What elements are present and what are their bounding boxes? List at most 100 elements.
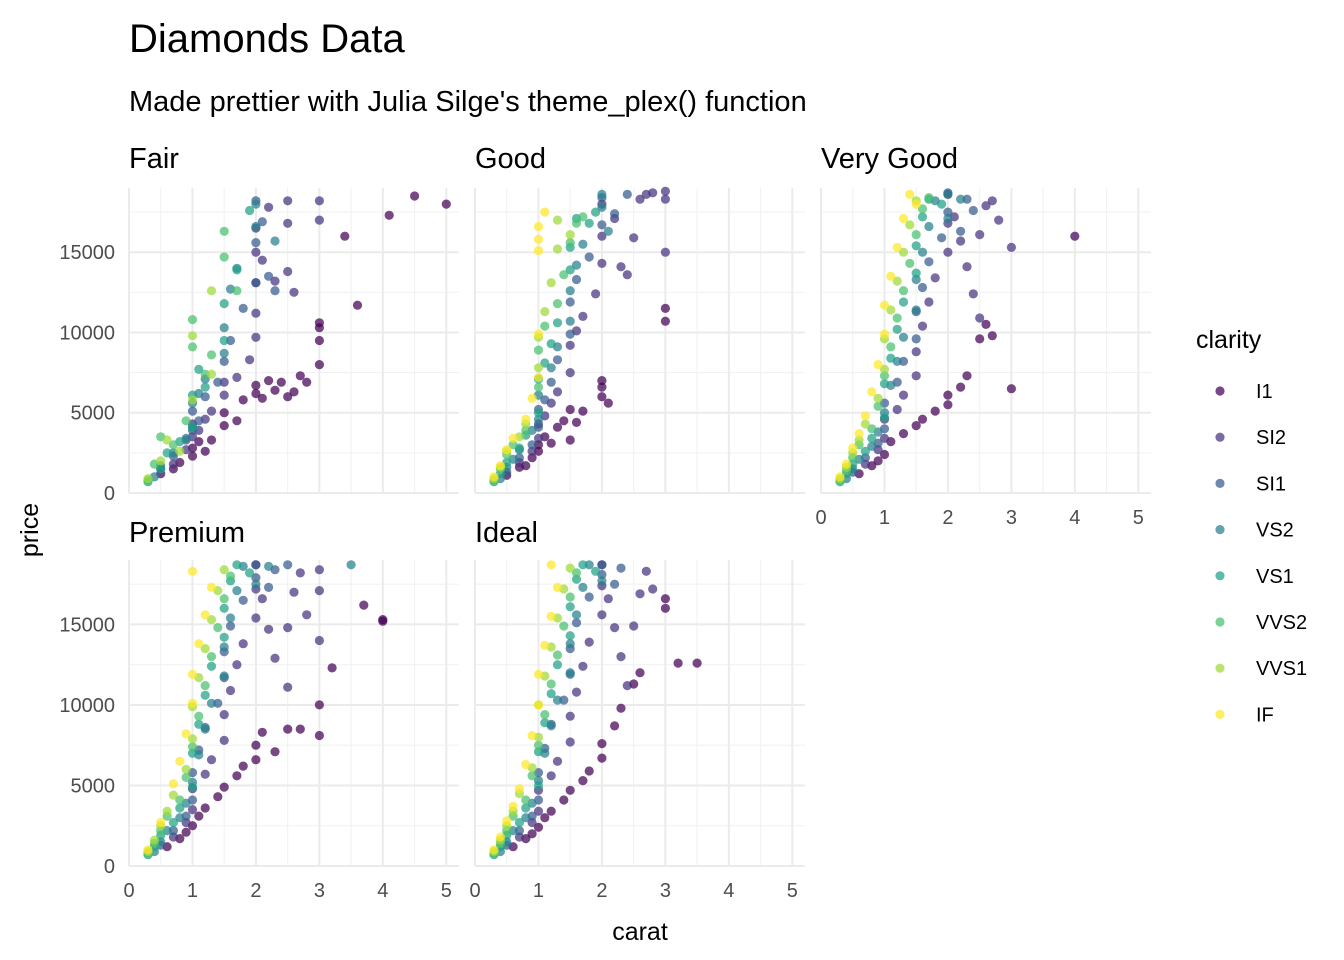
data-point-if (879, 300, 890, 310)
data-point-i1 (943, 400, 953, 410)
data-point-si1 (937, 233, 947, 243)
data-point-vvs1 (905, 220, 915, 230)
data-point-si2 (546, 771, 556, 781)
data-point-vs1 (194, 719, 204, 729)
data-point-vvs2 (911, 230, 921, 240)
data-point-vs2 (956, 194, 966, 204)
data-point-vs2 (924, 221, 934, 232)
data-point-vvs2 (187, 742, 198, 752)
legend-key (1215, 386, 1225, 396)
data-point-si2 (514, 832, 525, 842)
data-point-si1 (559, 695, 569, 705)
data-point-i1 (660, 603, 671, 613)
data-point-si2 (206, 755, 217, 765)
data-point-if (841, 459, 852, 469)
data-point-vs2 (508, 826, 518, 836)
data-point-si2 (314, 565, 324, 575)
x-tick-label: 2 (596, 880, 607, 902)
data-point-i1 (987, 331, 997, 341)
data-point-si1 (251, 560, 261, 570)
data-point-vs2 (565, 639, 575, 649)
data-point-vs1 (232, 560, 242, 570)
data-point-i1 (314, 360, 324, 370)
y-tick-label: 15000 (59, 242, 115, 264)
data-point-si2 (251, 332, 261, 342)
data-point-vvs2 (521, 425, 531, 435)
data-point-si2 (283, 623, 293, 633)
data-point-if (200, 610, 210, 620)
data-point-i1 (200, 446, 210, 456)
data-point-si2 (257, 255, 267, 265)
data-point-si2 (660, 194, 671, 204)
data-point-si2 (629, 233, 639, 243)
data-point-vs2 (251, 579, 261, 589)
data-point-si2 (616, 262, 626, 272)
data-point-si2 (962, 262, 972, 272)
data-point-si2 (219, 710, 229, 720)
data-point-i1 (251, 755, 261, 765)
data-point-i1 (943, 390, 953, 400)
data-point-vvs2 (200, 681, 210, 691)
data-point-i1 (314, 323, 324, 333)
data-point-si1 (225, 621, 236, 631)
data-point-vs1 (514, 817, 525, 828)
panel-grid (474, 188, 805, 494)
data-point-si2 (975, 313, 985, 323)
legend-label: VVS1 (1256, 658, 1307, 680)
data-point-vvs2 (206, 350, 217, 360)
data-point-vs1 (219, 632, 229, 642)
data-point-vvs2 (187, 315, 198, 325)
data-point-i1 (1070, 231, 1080, 241)
data-points (489, 560, 702, 860)
data-point-i1 (981, 319, 991, 329)
data-point-si1 (219, 356, 229, 366)
data-point-vs1 (879, 379, 890, 389)
data-point-vs1 (200, 382, 210, 392)
data-point-i1 (565, 435, 575, 445)
data-point-vs1 (219, 603, 229, 613)
data-point-vvs2 (873, 401, 883, 411)
data-point-si2 (898, 390, 909, 400)
data-point-i1 (610, 721, 620, 731)
legend-item-vvs1: VVS1 (1215, 658, 1307, 680)
data-point-i1 (283, 392, 293, 402)
data-point-vvs2 (508, 440, 518, 450)
data-point-si2 (314, 635, 324, 646)
data-point-vvs2 (892, 313, 902, 323)
data-point-si2 (314, 215, 324, 225)
data-point-vs2 (943, 213, 953, 224)
data-point-vvs2 (879, 371, 890, 381)
data-point-si1 (546, 377, 556, 387)
data-point-si1 (962, 194, 972, 204)
data-point-vs1 (162, 448, 172, 458)
data-point-vs1 (187, 748, 198, 758)
data-point-si1 (238, 303, 248, 313)
x-tick-label: 2 (942, 507, 953, 529)
data-points (143, 560, 388, 860)
legend-key (1215, 571, 1225, 581)
data-point-i1 (410, 191, 420, 201)
x-tick-label: 0 (815, 507, 826, 529)
data-point-si2 (597, 231, 607, 241)
data-point-i1 (219, 421, 229, 431)
x-tick-label: 3 (1006, 507, 1017, 529)
legend-label: SI2 (1256, 427, 1286, 449)
data-point-si1 (527, 440, 537, 450)
data-point-if (533, 329, 544, 339)
data-point-vs1 (571, 574, 582, 584)
data-point-si2 (603, 594, 613, 604)
data-point-i1 (264, 376, 274, 386)
data-point-vs2 (219, 642, 229, 652)
data-point-vvs2 (194, 711, 204, 721)
data-point-vvs1 (175, 446, 185, 456)
data-point-i1 (327, 663, 337, 673)
facet-strip-label: Ideal (475, 517, 538, 549)
data-point-si2 (616, 652, 626, 662)
data-point-if (168, 779, 178, 789)
legend-key (1215, 525, 1225, 535)
legend-label: I1 (1256, 381, 1273, 403)
data-point-si1 (610, 579, 620, 589)
data-point-si2 (860, 459, 871, 469)
